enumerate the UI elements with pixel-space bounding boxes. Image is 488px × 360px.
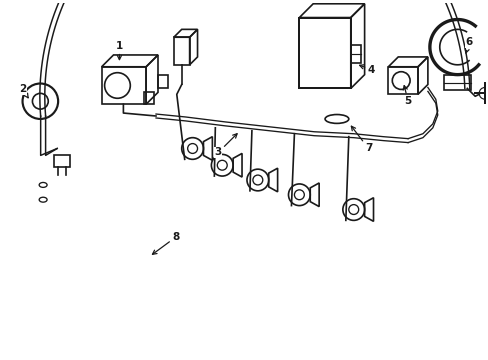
Text: 4: 4 (359, 65, 374, 75)
Text: 1: 1 (116, 41, 123, 60)
Text: 6: 6 (464, 37, 472, 53)
Text: 7: 7 (351, 126, 371, 153)
Text: 3: 3 (214, 134, 237, 157)
Text: 8: 8 (152, 232, 179, 254)
Text: 5: 5 (403, 86, 411, 106)
Text: 2: 2 (19, 84, 28, 98)
